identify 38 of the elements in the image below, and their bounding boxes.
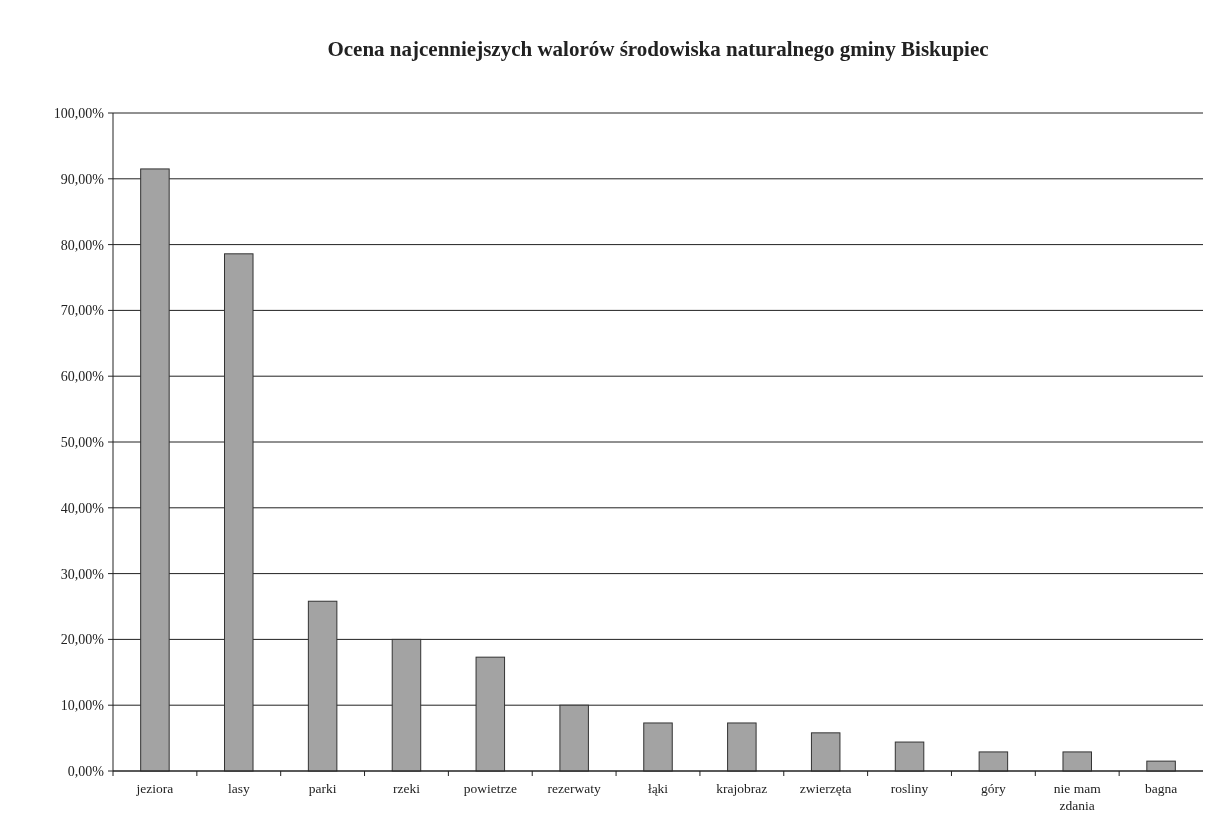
bar [978,751,1009,772]
bar [1146,760,1176,772]
x-tick-label: rosliny [890,781,929,796]
bar [224,253,254,772]
y-tick-label: 60,00% [60,369,105,385]
bar [391,638,422,772]
y-tick-label: 10,00% [60,698,105,714]
y-tick-label: 40,00% [60,500,105,516]
y-tick-label: 20,00% [60,632,105,648]
x-tick-label: rezerwaty [547,781,601,796]
x-tick-label: góry [981,781,1007,796]
x-tick-label: nie mam zdania [1053,781,1102,813]
x-tick-label: jeziora [135,781,174,796]
x-tick-label: bagna [1144,781,1178,796]
x-tick-label: łąki [647,781,669,796]
x-tick-label: rzeki [392,781,421,796]
bar [643,722,673,772]
x-tick-label: lasy [227,781,250,796]
x-tick-label: zwierzęta [799,781,852,796]
y-tick-label: 90,00% [60,171,105,187]
bar [727,722,757,772]
bar [140,168,170,772]
chart-title: Ocena najcenniejszych walorów środowiska naturalnego gminy Biskupiec [327,37,989,61]
bar [1062,751,1092,772]
y-tick-label: 30,00% [60,566,105,582]
y-tick-label: 70,00% [60,303,105,319]
x-tick-label: parki [308,781,337,796]
bar [475,656,506,772]
x-tick-label: krajobraz [716,781,768,796]
bar [894,741,925,772]
y-tick-label: 80,00% [60,237,105,253]
bar [307,600,338,772]
y-tick-label: 100,00% [53,105,105,121]
x-tick-label: powietrze [463,781,517,796]
bar [810,732,841,772]
y-tick-label: 0,00% [67,763,105,779]
bar [559,704,589,772]
y-tick-label: 50,00% [60,434,105,450]
